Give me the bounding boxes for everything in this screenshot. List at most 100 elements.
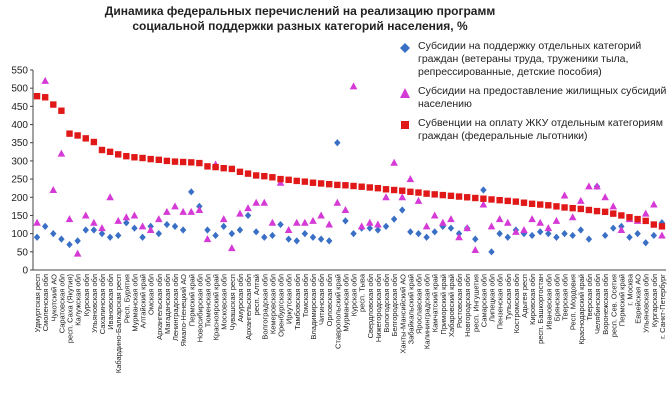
data-point-series-3 (512, 198, 520, 205)
data-point-series-3 (407, 188, 414, 196)
data-point-series-1 (204, 226, 211, 234)
x-tick-label: Орловская обл (325, 274, 334, 326)
data-point-series-1 (496, 230, 503, 238)
data-point-series-3 (106, 148, 114, 156)
data-point-series-1 (423, 233, 430, 241)
data-point-series-1 (553, 233, 560, 241)
chart-title: Динамика федеральных перечислений на реа… (104, 4, 496, 33)
data-point-series-2 (195, 206, 204, 213)
data-point-series-1 (244, 211, 252, 220)
data-point-series-3 (155, 156, 162, 164)
data-point-series-3 (342, 182, 349, 189)
data-point-series-2 (414, 196, 423, 204)
data-point-series-1 (301, 230, 309, 238)
data-point-series-1 (585, 235, 593, 243)
data-point-series-3 (66, 130, 73, 137)
data-point-series-3 (472, 194, 479, 202)
data-point-series-3 (171, 158, 179, 165)
data-point-series-2 (552, 216, 561, 224)
data-point-series-1 (188, 188, 195, 196)
data-point-series-1 (41, 222, 49, 230)
data-point-series-1 (350, 230, 357, 238)
x-tick-label: Белгородская обл (390, 274, 399, 337)
x-tick-label: Адыгея респ (520, 274, 529, 318)
data-point-series-3 (537, 201, 544, 208)
data-point-series-2 (228, 244, 236, 252)
data-point-series-1 (520, 230, 528, 238)
data-point-series-1 (115, 231, 122, 240)
data-point-series-3 (261, 172, 268, 180)
data-point-series-2 (365, 218, 374, 226)
data-point-series-1 (326, 237, 333, 245)
data-point-series-2 (284, 226, 293, 233)
data-point-series-3 (504, 197, 511, 205)
x-tick-label: Мурманская обл (130, 274, 139, 332)
x-tick-label: Волгоградская обл (260, 274, 269, 340)
x-tick-label: Мурманская обл (341, 274, 350, 332)
data-point-series-2 (301, 218, 309, 226)
data-point-series-1 (139, 233, 146, 241)
data-point-series-1 (561, 230, 568, 238)
data-point-series-2 (641, 209, 650, 217)
x-tick-label: респ. Башкортостан (536, 274, 545, 344)
data-point-series-1 (74, 237, 81, 245)
data-point-series-2 (252, 198, 260, 206)
x-tick-label: Тверская обл (585, 274, 594, 321)
data-point-series-2 (536, 218, 545, 226)
data-point-series-2 (260, 198, 269, 206)
data-point-series-1 (642, 239, 649, 247)
data-point-series-3 (553, 203, 560, 210)
data-point-series-1 (293, 237, 300, 245)
x-tick-label: Томская обл (301, 274, 310, 317)
y-tick-label: 450 (11, 102, 28, 113)
x-tick-label: Смоленская обл (41, 274, 50, 331)
x-tick-label: Еврейская АО (634, 274, 643, 324)
x-tick-label: Ставропольский край (333, 274, 342, 349)
data-point-series-3 (212, 163, 219, 171)
data-point-series-3 (317, 180, 325, 187)
data-point-series-2 (349, 82, 358, 90)
data-point-series-1 (447, 224, 455, 232)
x-tick-label: Камчатский край (431, 274, 440, 332)
data-point-series-3 (423, 190, 430, 197)
x-tick-label: Владимирская обл (309, 274, 318, 340)
y-tick-label: 100 (11, 229, 28, 240)
data-point-series-2 (106, 193, 114, 201)
y-tick-label: 500 (11, 84, 28, 95)
x-tick-label: Кургарская обл (650, 274, 659, 327)
x-tick-label: Ханты-Мансийский АО (398, 274, 407, 354)
data-point-series-2 (333, 198, 342, 206)
data-point-series-1 (236, 226, 244, 234)
x-tick-label: Чувашская респ (228, 274, 237, 331)
data-point-series-3 (618, 212, 625, 219)
data-point-series-2 (528, 215, 536, 223)
data-point-series-2 (130, 211, 139, 219)
data-point-series-3 (358, 183, 365, 190)
data-point-series-3 (634, 215, 641, 223)
data-point-series-3 (50, 101, 57, 108)
data-point-series-2 (268, 218, 277, 226)
data-point-series-1 (261, 233, 268, 241)
data-point-series-1 (171, 222, 179, 230)
x-tick-label: Новосибирская обл (195, 274, 204, 342)
data-point-series-2 (33, 218, 41, 226)
data-point-series-2 (73, 249, 82, 257)
x-tick-label: г. Москва (625, 273, 634, 305)
data-point-series-3 (228, 165, 236, 173)
data-point-series-1 (626, 233, 633, 241)
x-tick-label: Московская обл (220, 274, 229, 330)
data-point-series-2 (487, 222, 496, 230)
x-tick-label: Новгородская обл (463, 274, 472, 337)
data-point-series-3 (480, 195, 487, 202)
x-tick-label: Архангельская обл (244, 274, 253, 340)
x-tick-labels: Удмуртская респ Смоленская обл Чукотский А… (33, 273, 667, 373)
data-point-series-3 (488, 196, 495, 203)
data-point-series-1 (90, 226, 98, 234)
x-tick-label: респ. Алтай (252, 274, 261, 315)
data-point-series-1 (33, 233, 41, 241)
legend-label-2: Субсидии на предоставление жилищных субс… (418, 85, 667, 110)
data-point-series-3 (123, 152, 130, 160)
data-point-series-3 (41, 94, 49, 101)
data-point-series-2 (601, 193, 609, 201)
x-tick-label: г. Санкт-Петербург (658, 274, 667, 339)
